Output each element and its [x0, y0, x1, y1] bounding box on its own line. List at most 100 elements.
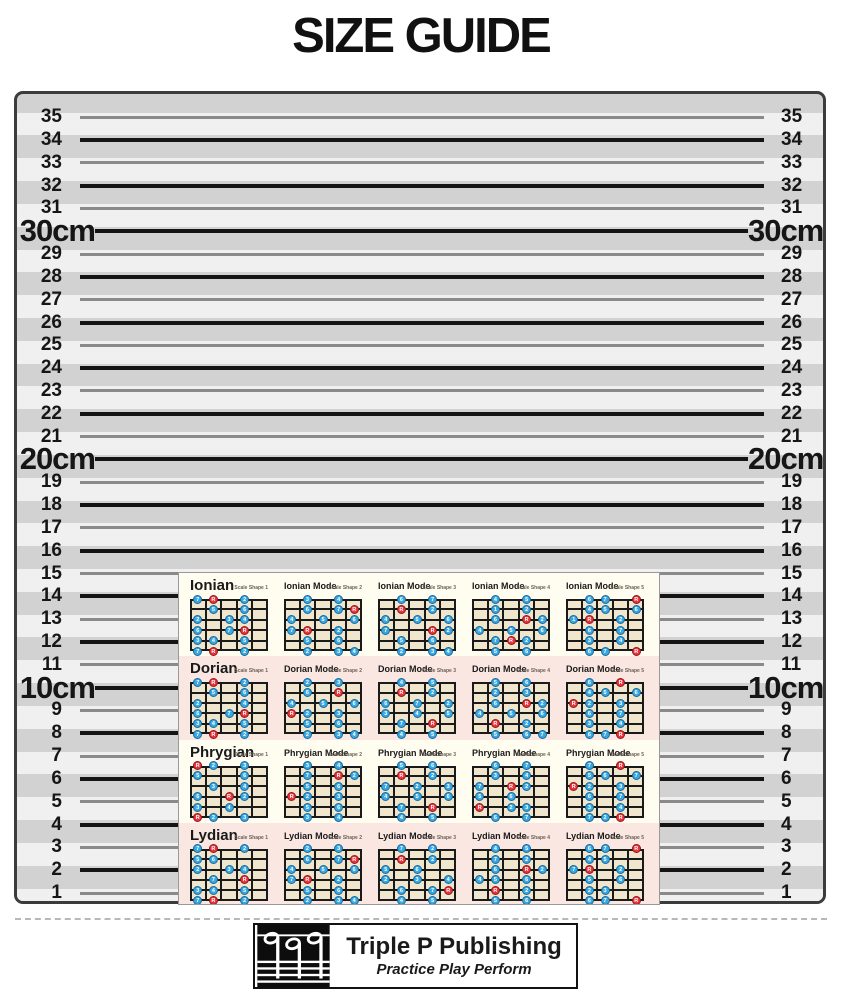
scale-note-dot: 4 — [616, 802, 626, 812]
scale-note-dot: 7 — [569, 865, 579, 875]
scale-note-dot: 2 — [193, 865, 203, 875]
scale-note-dot: 5 — [240, 719, 250, 729]
scale-note-dot: 2 — [240, 844, 250, 854]
fret-line — [266, 599, 268, 651]
fret-line — [408, 848, 411, 901]
ruler-line-18 — [80, 503, 764, 508]
fret-line — [533, 599, 536, 651]
scale-note-dot: 5 — [302, 636, 312, 646]
scale-note-dot: 6 — [522, 677, 532, 687]
fret-line — [284, 848, 286, 901]
scale-note-dot: 5 — [490, 896, 500, 904]
scale-note-dot: 2 — [522, 781, 532, 791]
string-line — [378, 732, 456, 735]
scale-note-dot: 3 — [193, 719, 203, 729]
fret-line — [472, 848, 474, 901]
scale-note-dot: 7 — [428, 885, 438, 895]
ruler-number-right-24: 24 — [781, 357, 803, 379]
scale-note-dot: 6 — [334, 636, 344, 646]
mode-section-dorian: Dorian Scale Shape 1 7 R 2 5 6 2 4 6 7 R 3 4 5 7 R 2 Doria… — [179, 656, 659, 740]
scale-note-dot: 6 — [584, 594, 594, 604]
scale-shape-label: Scale Shape 3 — [422, 751, 456, 758]
fret-line — [251, 599, 254, 651]
root-note-dot: R — [396, 854, 406, 864]
fret-line — [345, 599, 348, 651]
fret-line — [627, 848, 630, 901]
ruler-number-right-9: 9 — [781, 699, 792, 721]
scale-note-dot: 4 — [396, 813, 406, 822]
string-line — [566, 722, 644, 725]
fret-line — [627, 682, 630, 735]
scale-note-dot: 3 — [584, 802, 594, 812]
scale-note-dot: 6 — [584, 625, 594, 635]
scale-note-dot: 5 — [396, 636, 406, 646]
scale-note-dot: 2 — [537, 615, 547, 625]
scale-note-dot: 7 — [193, 729, 203, 739]
scale-shape-label: Scale Shape 3 — [422, 834, 456, 841]
scale-note-dot: 2 — [302, 677, 312, 687]
ruler-number-left-6: 6 — [51, 767, 62, 789]
scale-note-dot: 2 — [193, 698, 203, 708]
scale-note-dot: 6 — [490, 698, 500, 708]
string-line — [284, 649, 362, 651]
string-line — [190, 702, 268, 705]
ruler-line-16 — [80, 548, 764, 553]
scale-note-dot: 6 — [584, 792, 594, 802]
fret-line — [314, 599, 317, 651]
scale-shape-label: Scale Shape 1 — [234, 668, 268, 675]
string-line — [284, 608, 362, 611]
string-line — [566, 682, 644, 685]
scale-shape-label: Scale Shape 4 — [516, 834, 550, 841]
scale-note-dot: 3 — [428, 646, 438, 656]
root-note-dot: R — [287, 708, 297, 718]
ruler-line-21 — [80, 435, 764, 439]
ruler-number-left-35: 35 — [40, 106, 62, 128]
scale-note-dot: 2 — [428, 844, 438, 854]
string-line — [284, 599, 362, 601]
fret-line — [392, 682, 395, 735]
fret-line — [235, 599, 238, 651]
scale-note-dot: 4 — [475, 875, 485, 885]
scale-note-dot: 7 — [428, 594, 438, 604]
scale-note-dot: 7 — [381, 781, 391, 791]
string-line — [566, 868, 644, 871]
scale-note-dot: 6 — [302, 604, 312, 614]
fret-line — [204, 682, 207, 735]
scale-note-dot: 4 — [287, 865, 297, 875]
scale-note-dot: 7 — [475, 781, 485, 791]
ruler-number-right-28: 28 — [781, 265, 803, 287]
ruler-number-left-32: 32 — [40, 174, 62, 196]
ruler-line-17 — [80, 526, 764, 530]
fret-line — [533, 848, 536, 901]
root-note-dot: R — [240, 625, 250, 635]
fret-line — [235, 848, 238, 901]
scale-note-dot: 6 — [506, 792, 516, 802]
fret-line — [408, 765, 411, 818]
scale-note-dot: 4 — [396, 896, 406, 904]
root-note-dot: R — [616, 677, 626, 687]
page-title: SIZE GUIDE — [292, 9, 552, 63]
ruler-number-right-20: 20cm — [748, 441, 824, 477]
string-line — [190, 858, 268, 861]
scale-note-dot: 4 — [240, 615, 250, 625]
fret-line — [235, 682, 238, 735]
string-line — [190, 765, 268, 768]
root-note-dot: R — [240, 708, 250, 718]
ruler-number-right-13: 13 — [781, 608, 803, 630]
scale-note-dot: 5 — [302, 781, 312, 791]
ruler-number-right-32: 32 — [781, 174, 803, 196]
fret-line — [266, 848, 268, 901]
scale-note-dot: 7 — [616, 792, 626, 802]
fret-line — [611, 848, 614, 901]
fret-line — [642, 599, 644, 651]
ruler-number-left-14: 14 — [40, 585, 62, 607]
scale-note-dot: 7 — [490, 854, 500, 864]
string-line — [190, 815, 268, 818]
scale-note-dot: 7 — [584, 813, 594, 822]
ruler-number-left-24: 24 — [40, 357, 62, 379]
scale-note-dot: 6 — [334, 781, 344, 791]
scale-shape-label: Scale Shape 2 — [328, 585, 362, 591]
